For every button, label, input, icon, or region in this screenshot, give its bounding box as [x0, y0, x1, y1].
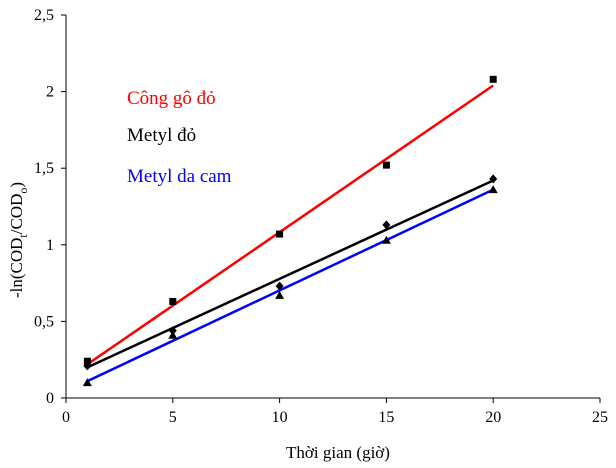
data-point-series-2	[168, 326, 177, 336]
data-point-series-2	[275, 281, 284, 291]
data-point-series-1	[276, 230, 284, 238]
data-point-series-3	[275, 290, 285, 299]
data-point-series-1	[489, 75, 497, 83]
y-tick-label: 1	[46, 237, 54, 254]
y-tick-label: 1,5	[34, 160, 54, 177]
y-title-mid: /COD	[7, 194, 26, 235]
data-point-series-2	[382, 220, 391, 230]
y-tick-label: 2,5	[34, 7, 54, 24]
legend-entry-series-3: Metyl da cam	[127, 166, 232, 187]
data-point-series-3	[381, 235, 391, 244]
x-tick-label: 5	[169, 409, 177, 426]
data-point-series-2	[83, 361, 92, 371]
data-point-series-1	[83, 357, 91, 365]
data-point-series-2	[489, 174, 498, 184]
y-title-sub-t: t	[16, 234, 30, 238]
data-point-series-1	[382, 161, 390, 169]
y-tick-label: 0,5	[34, 313, 54, 330]
y-title-main: -ln(COD	[7, 238, 26, 298]
fit-line-series-1	[86, 84, 494, 366]
y-axis-title: -ln(CODt/CODo)	[7, 182, 30, 298]
data-point-series-3	[488, 185, 498, 194]
data-point-series-1	[169, 297, 177, 305]
x-axis-title: Thời gian (giờ)	[286, 443, 390, 462]
x-tick-label: 15	[378, 409, 394, 426]
fit-lines	[86, 84, 494, 383]
legend-entry-series-2: Metyl đỏ	[127, 125, 196, 146]
tick-labels: 0 5 10 15 20 25 0 0,5 1 1,5 2 2,5	[34, 7, 608, 426]
data-point-series-3	[82, 378, 92, 387]
y-tick-label: 2	[46, 84, 54, 101]
data-points	[82, 75, 498, 387]
fit-line-series-3	[86, 188, 494, 383]
data-point-series-3	[168, 330, 178, 339]
x-tick-label: 10	[272, 409, 288, 426]
x-tick-label: 20	[485, 409, 501, 426]
legend-entry-series-1: Công gô đỏ	[127, 88, 216, 109]
x-tick-label: 0	[62, 409, 70, 426]
y-tick-label: 0	[46, 390, 54, 407]
fit-line-series-2	[86, 179, 494, 369]
legend: Công gô đỏ Metyl đỏ Metyl da cam	[127, 88, 232, 187]
x-tick-label: 25	[592, 409, 608, 426]
y-title-end: )	[7, 182, 26, 188]
y-title-sub-o: o	[16, 188, 30, 194]
axes	[61, 14, 601, 403]
